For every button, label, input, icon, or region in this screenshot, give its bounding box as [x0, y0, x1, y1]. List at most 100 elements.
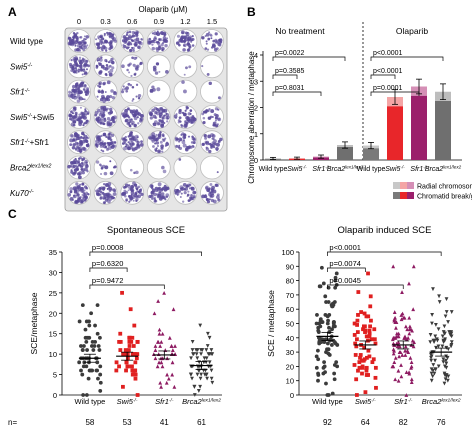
n-value: 92 [323, 418, 332, 427]
p-value: p<0.0001 [373, 50, 402, 57]
colony [127, 36, 132, 41]
colony [85, 143, 90, 148]
colony [130, 35, 133, 39]
data-point [330, 327, 334, 332]
data-point [393, 377, 398, 382]
well [200, 54, 224, 79]
colony [98, 71, 102, 74]
colony [82, 147, 87, 152]
colony [98, 82, 101, 85]
y-tick-label: 100 [281, 248, 294, 257]
data-point [331, 320, 336, 324]
colony [162, 139, 166, 142]
data-point [367, 331, 372, 336]
colony [133, 123, 137, 128]
colony [101, 191, 105, 195]
data-point [357, 365, 362, 370]
colony [211, 116, 214, 118]
data-point [130, 372, 135, 377]
data-point [443, 314, 448, 319]
data-point [120, 290, 124, 295]
data-point [368, 304, 373, 309]
colony [137, 111, 140, 114]
colony [73, 90, 76, 93]
colony [164, 137, 167, 140]
colony [184, 147, 189, 152]
x-category-label: Brca2lex1/lex2 [422, 397, 461, 406]
colony [83, 189, 86, 192]
panel-a-plate-assay: Olaparib (μM) 0 0.3 0.6 0.9 1.2 1.5 Wild type… [10, 5, 228, 212]
colony [151, 197, 154, 201]
data-point [430, 313, 435, 317]
colony [157, 135, 162, 139]
colony [134, 134, 139, 139]
colony [153, 41, 156, 44]
data-point [409, 360, 414, 365]
colony [82, 196, 85, 200]
data-point [363, 324, 367, 329]
colony [186, 184, 189, 188]
data-point [372, 337, 377, 342]
colony [159, 107, 164, 111]
colony [129, 137, 132, 141]
colony [112, 192, 117, 197]
colony [112, 120, 116, 124]
data-point [204, 348, 209, 352]
data-point [408, 355, 413, 360]
colony [111, 95, 116, 100]
data-point [83, 327, 88, 332]
colony [161, 111, 164, 114]
colony [192, 141, 196, 145]
colony [109, 119, 112, 122]
colony [174, 137, 179, 142]
y-tick-label: 40 [286, 334, 294, 343]
data-point [403, 353, 408, 357]
colony [136, 140, 140, 145]
data-point [205, 331, 210, 336]
colony [69, 143, 73, 147]
colony [218, 43, 222, 47]
data-point [327, 353, 332, 357]
colony [78, 185, 81, 189]
colony [79, 68, 84, 72]
y-tick-label: 2 [254, 104, 258, 113]
data-point [440, 344, 445, 349]
colony [205, 185, 209, 190]
data-point [207, 360, 212, 365]
colony [97, 141, 102, 145]
data-point [159, 339, 164, 344]
colony [183, 73, 186, 76]
colony [95, 64, 99, 68]
data-point [331, 303, 336, 307]
colony [123, 87, 127, 91]
colony [190, 141, 194, 144]
data-point [444, 374, 449, 379]
data-point [157, 331, 162, 336]
colony [99, 195, 103, 199]
colony [110, 57, 114, 62]
y-tick-label: 3 [254, 77, 258, 86]
colony [82, 115, 87, 120]
colony [101, 97, 104, 99]
data-point [411, 264, 416, 269]
colony [132, 181, 136, 186]
colony [180, 39, 184, 43]
colony [191, 38, 195, 41]
y-tick-label: 30 [286, 348, 294, 357]
data-point [410, 338, 415, 343]
colony [131, 195, 136, 199]
colony [75, 164, 78, 167]
data-point [85, 348, 89, 352]
data-point [356, 290, 361, 294]
data-point [335, 364, 340, 369]
colony [82, 87, 86, 91]
colony [99, 34, 104, 39]
data-point [165, 356, 170, 361]
well [200, 79, 224, 104]
n-value: 82 [399, 418, 408, 427]
data-point [132, 352, 137, 357]
dose-label: 0.9 [154, 17, 164, 26]
colony [153, 39, 156, 42]
colony [182, 200, 185, 203]
colony [156, 30, 159, 33]
